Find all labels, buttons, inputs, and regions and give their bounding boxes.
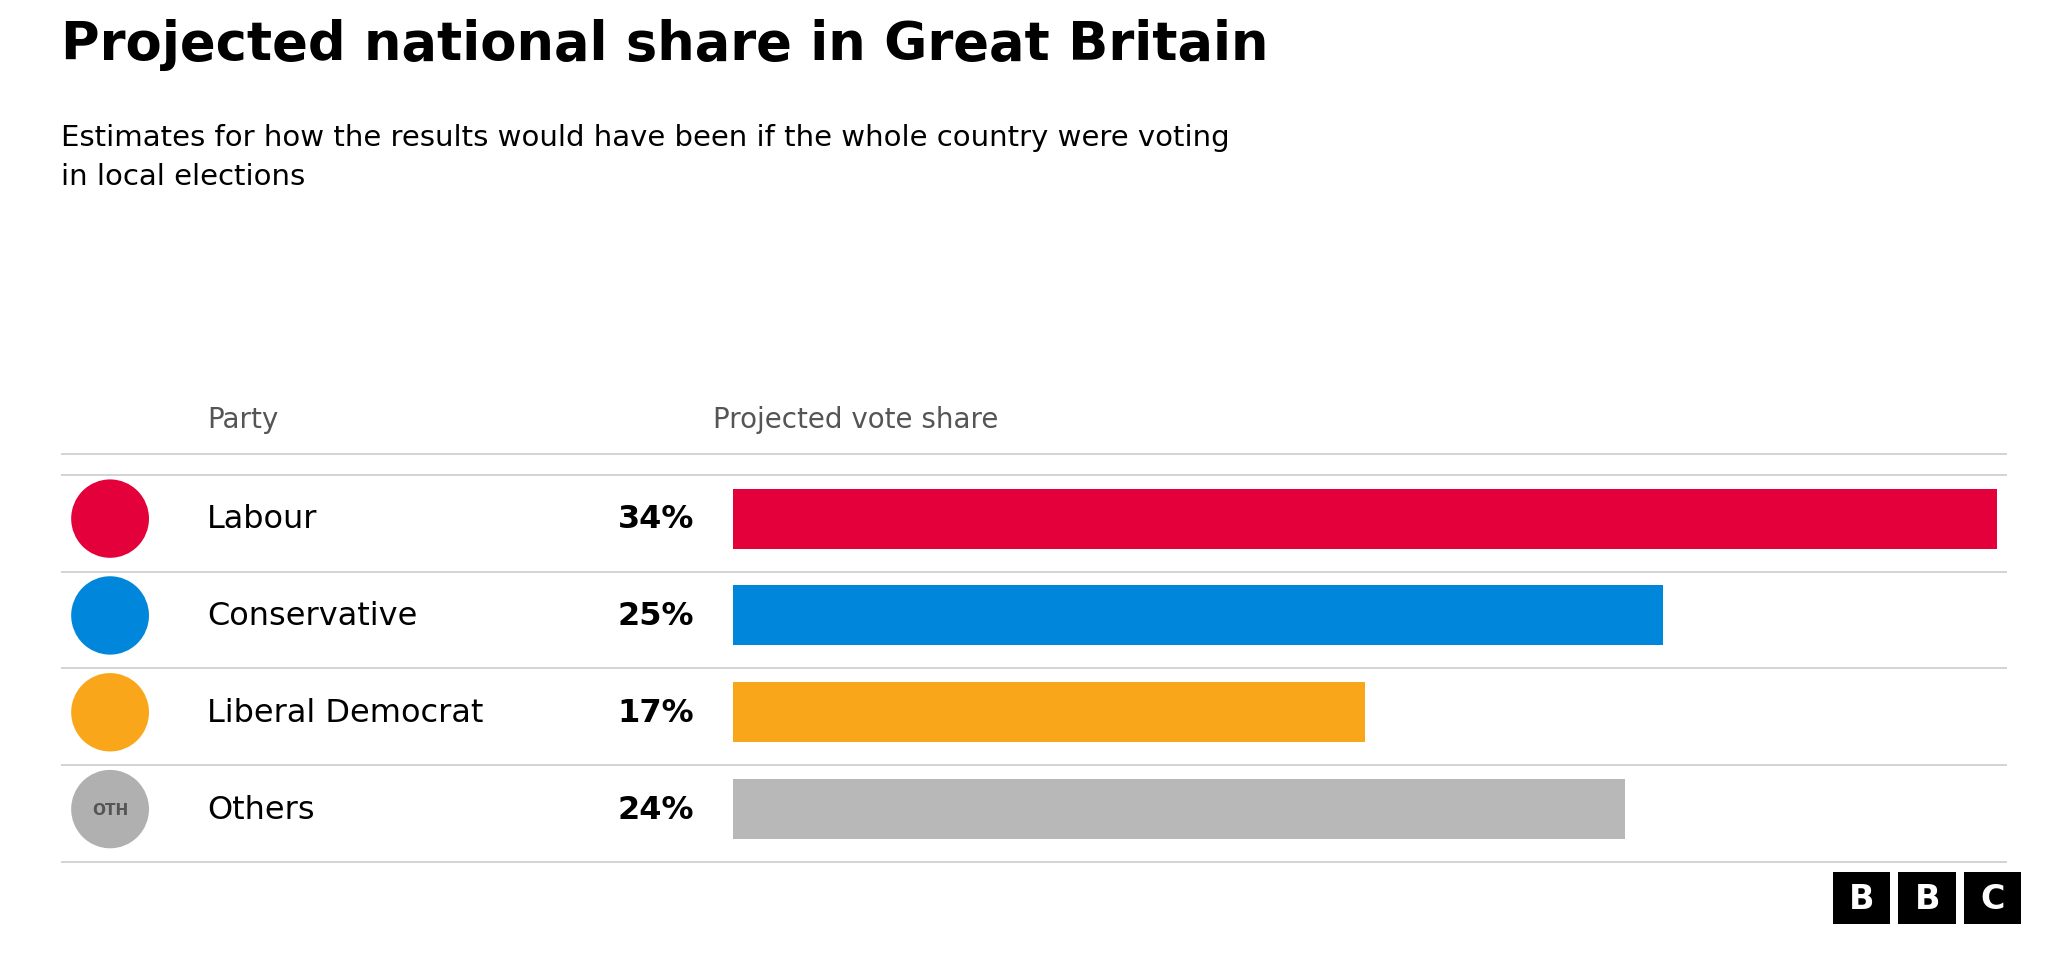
FancyBboxPatch shape [733,489,1997,549]
Text: 24%: 24% [616,794,694,824]
Text: C: C [1980,882,2005,915]
Text: OTH: OTH [92,801,129,817]
Text: Others: Others [207,794,315,824]
Ellipse shape [72,674,150,752]
Text: Liberal Democrat: Liberal Democrat [207,697,483,728]
Text: B: B [1849,882,1874,915]
Text: 34%: 34% [616,503,694,535]
Ellipse shape [72,577,150,655]
Text: 17%: 17% [616,697,694,728]
Text: B: B [1915,882,1939,915]
Text: Party: Party [207,406,279,434]
Text: Projected vote share: Projected vote share [713,406,999,434]
Text: Conservative: Conservative [207,600,418,631]
Text: Labour: Labour [207,503,317,535]
Ellipse shape [72,480,150,558]
Text: 25%: 25% [616,600,694,631]
Ellipse shape [72,770,150,848]
FancyBboxPatch shape [733,682,1364,742]
Text: Estimates for how the results would have been if the whole country were voting
i: Estimates for how the results would have… [61,124,1231,191]
Text: Projected national share in Great Britain: Projected national share in Great Britai… [61,19,1270,71]
FancyBboxPatch shape [733,780,1626,840]
FancyBboxPatch shape [733,586,1663,646]
